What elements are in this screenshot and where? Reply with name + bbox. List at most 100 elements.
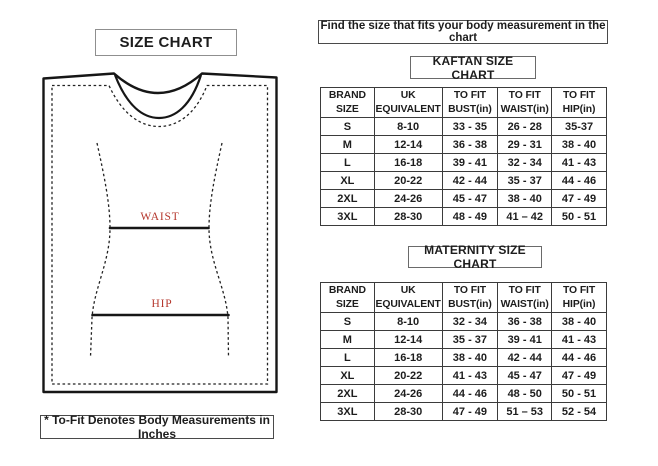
table-cell: 41 – 42 bbox=[497, 207, 553, 226]
waist-label: WAIST bbox=[140, 211, 179, 223]
hip-label: HIP bbox=[152, 298, 173, 310]
table-cell: XL bbox=[320, 171, 375, 190]
column-header: BRAND SIZE bbox=[320, 282, 375, 313]
table-cell: 36 - 38 bbox=[441, 135, 499, 154]
table-cell: 50 - 51 bbox=[551, 384, 607, 403]
table-cell: 47 - 49 bbox=[551, 366, 607, 385]
table-cell: 39 - 41 bbox=[497, 330, 553, 349]
table-cell: 45 - 47 bbox=[497, 366, 553, 385]
table-cell: 47 - 49 bbox=[551, 189, 607, 208]
table-row: 3XL 28-30 48 - 49 41 – 42 50 - 51 bbox=[320, 207, 607, 226]
table-cell: 3XL bbox=[320, 207, 375, 226]
table-cell: 32 - 34 bbox=[441, 312, 499, 331]
table-cell: 2XL bbox=[320, 384, 375, 403]
table-cell: M bbox=[320, 330, 375, 349]
instruction-text: Find the size that fits your body measur… bbox=[320, 20, 606, 44]
table-cell: 28-30 bbox=[373, 207, 443, 226]
instruction-box: Find the size that fits your body measur… bbox=[318, 20, 608, 44]
table-row: XL 20-22 41 - 43 45 - 47 47 - 49 bbox=[320, 366, 607, 385]
front-neckline-curve bbox=[113, 74, 203, 120]
table-cell: 12-14 bbox=[373, 330, 443, 349]
table-row: XL 20-22 42 - 44 35 - 37 44 - 46 bbox=[320, 171, 607, 190]
table-cell: 28-30 bbox=[373, 402, 443, 421]
table-cell: 24-26 bbox=[373, 384, 443, 403]
table-cell: 38 - 40 bbox=[441, 348, 499, 367]
table-cell: 38 - 40 bbox=[551, 135, 607, 154]
kaftan-table-title: KAFTAN SIZE CHART bbox=[432, 53, 514, 82]
table-row: 3XL 28-30 47 - 49 51 – 53 52 - 54 bbox=[320, 402, 607, 421]
table-cell: 41 - 43 bbox=[441, 366, 499, 385]
kaftan-table-title-box: KAFTAN SIZE CHART bbox=[410, 53, 536, 82]
table-cell: 32 - 34 bbox=[497, 153, 553, 172]
header-row: BRAND SIZE UK EQUIVALENT TO FIT BUST(in) TO… bbox=[320, 282, 607, 313]
table-row: 2XL 24-26 45 - 47 38 - 40 47 - 49 bbox=[320, 189, 607, 208]
table-cell: S bbox=[320, 117, 375, 136]
column-header: UK EQUIVALENT bbox=[373, 87, 443, 118]
table-cell: 38 - 40 bbox=[497, 189, 553, 208]
table-cell: XL bbox=[320, 366, 375, 385]
table-cell: 41 - 43 bbox=[551, 330, 607, 349]
table-cell: 24-26 bbox=[373, 189, 443, 208]
table-cell: 29 - 31 bbox=[497, 135, 553, 154]
maternity-table-title: MATERNITY SIZE CHART bbox=[424, 243, 526, 271]
header-row: BRAND SIZE UK EQUIVALENT TO FIT BUST(in) TO… bbox=[320, 87, 607, 118]
table-cell: M bbox=[320, 135, 375, 154]
column-header: TO FIT BUST(in) bbox=[441, 282, 499, 313]
body-silhouette-left bbox=[89, 142, 111, 358]
table-cell: 39 - 41 bbox=[441, 153, 499, 172]
table-row: M 12-14 35 - 37 39 - 41 41 - 43 bbox=[320, 330, 607, 349]
column-header: TO FIT HIP(in) bbox=[551, 87, 607, 118]
table-cell: 16-18 bbox=[373, 348, 443, 367]
table-cell: 50 - 51 bbox=[551, 207, 607, 226]
table-cell: 16-18 bbox=[373, 153, 443, 172]
column-header: TO FIT HIP(in) bbox=[551, 282, 607, 313]
table-cell: 20-22 bbox=[373, 171, 443, 190]
table-cell: 8-10 bbox=[373, 117, 443, 136]
body-silhouette-right bbox=[208, 142, 230, 358]
table-cell: S bbox=[320, 312, 375, 331]
table-cell: 44 - 46 bbox=[551, 348, 607, 367]
table-cell: 3XL bbox=[320, 402, 375, 421]
table-cell: 41 - 43 bbox=[551, 153, 607, 172]
size-chart-title-box: SIZE CHART bbox=[95, 29, 237, 56]
table-row: L 16-18 38 - 40 42 - 44 44 - 46 bbox=[320, 348, 607, 367]
table-cell: 33 - 35 bbox=[441, 117, 499, 136]
to-fit-footnote: * To-Fit Denotes Body Measurements in In… bbox=[44, 413, 270, 441]
table-row: 2XL 24-26 44 - 46 48 - 50 50 - 51 bbox=[320, 384, 607, 403]
table-cell: 35-37 bbox=[551, 117, 607, 136]
table-cell: 36 - 38 bbox=[497, 312, 553, 331]
column-header: TO FIT BUST(in) bbox=[441, 87, 499, 118]
column-header: BRAND SIZE bbox=[320, 87, 375, 118]
table-cell: 20-22 bbox=[373, 366, 443, 385]
table-cell: 42 - 44 bbox=[441, 171, 499, 190]
maternity-size-table: BRAND SIZE UK EQUIVALENT TO FIT BUST(in) TO… bbox=[320, 282, 607, 421]
table-row: S 8-10 33 - 35 26 - 28 35-37 bbox=[320, 117, 607, 136]
table-cell: 47 - 49 bbox=[441, 402, 499, 421]
stitch-line bbox=[51, 84, 269, 385]
garment-outline bbox=[42, 72, 278, 394]
table-cell: L bbox=[320, 153, 375, 172]
table-cell: 12-14 bbox=[373, 135, 443, 154]
table-cell: 26 - 28 bbox=[497, 117, 553, 136]
table-row: M 12-14 36 - 38 29 - 31 38 - 40 bbox=[320, 135, 607, 154]
table-cell: 51 – 53 bbox=[497, 402, 553, 421]
table-cell: 45 - 47 bbox=[441, 189, 499, 208]
table-cell: L bbox=[320, 348, 375, 367]
table-cell: 44 - 46 bbox=[441, 384, 499, 403]
table-cell: 48 - 49 bbox=[441, 207, 499, 226]
table-row: S 8-10 32 - 34 36 - 38 38 - 40 bbox=[320, 312, 607, 331]
table-cell: 42 - 44 bbox=[497, 348, 553, 367]
column-header: TO FIT WAIST(in) bbox=[497, 87, 553, 118]
table-cell: 38 - 40 bbox=[551, 312, 607, 331]
table-cell: 2XL bbox=[320, 189, 375, 208]
table-cell: 52 - 54 bbox=[551, 402, 607, 421]
column-header: TO FIT WAIST(in) bbox=[497, 282, 553, 313]
column-header: UK EQUIVALENT bbox=[373, 282, 443, 313]
table-cell: 35 - 37 bbox=[497, 171, 553, 190]
table-cell: 48 - 50 bbox=[497, 384, 553, 403]
kaftan-garment-diagram: WAIST HIP bbox=[42, 72, 278, 394]
table-cell: 44 - 46 bbox=[551, 171, 607, 190]
table-cell: 8-10 bbox=[373, 312, 443, 331]
kaftan-size-table: BRAND SIZE UK EQUIVALENT TO FIT BUST(in) TO… bbox=[320, 87, 607, 226]
